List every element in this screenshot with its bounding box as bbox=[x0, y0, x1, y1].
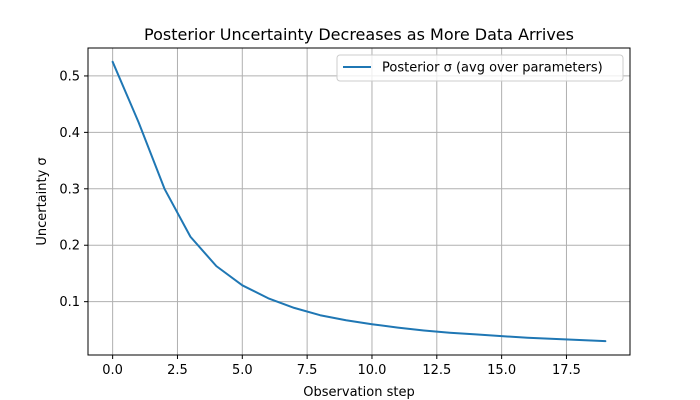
y-tick-label: 0.4 bbox=[59, 126, 80, 141]
x-tick-label: 15.0 bbox=[487, 363, 516, 378]
grid bbox=[88, 48, 630, 355]
x-axis-label: Observation step bbox=[303, 385, 414, 400]
legend: Posterior σ (avg over parameters) bbox=[336, 54, 624, 82]
legend-box bbox=[336, 54, 624, 82]
y-tick-label: 0.3 bbox=[59, 182, 80, 197]
legend-label: Posterior σ (avg over parameters) bbox=[382, 61, 603, 76]
ticks: 0.0 2.5 5.0 7.5 10.0 12.5 15.0 17.5 0.1 0.2 0.3 0.4… bbox=[59, 69, 581, 378]
plot-frame bbox=[87, 47, 631, 356]
x-tick-label: 7.5 bbox=[297, 363, 318, 378]
series-layer bbox=[111, 60, 607, 343]
chart-title: Posterior Uncertainty Decreases as More … bbox=[144, 25, 574, 44]
x-tick-label: 17.5 bbox=[552, 363, 581, 378]
x-tick-label: 0.0 bbox=[102, 363, 123, 378]
series-line bbox=[111, 60, 607, 343]
y-tick-label: 0.1 bbox=[59, 295, 80, 310]
x-tick-label: 10.0 bbox=[357, 363, 386, 378]
y-tick-label: 0.5 bbox=[59, 69, 80, 84]
x-tick-label: 12.5 bbox=[422, 363, 451, 378]
x-tick-label: 2.5 bbox=[167, 363, 188, 378]
y-axis-label: Uncertainty σ bbox=[35, 157, 50, 245]
x-tick-label: 5.0 bbox=[232, 363, 253, 378]
y-tick-label: 0.2 bbox=[59, 239, 80, 254]
